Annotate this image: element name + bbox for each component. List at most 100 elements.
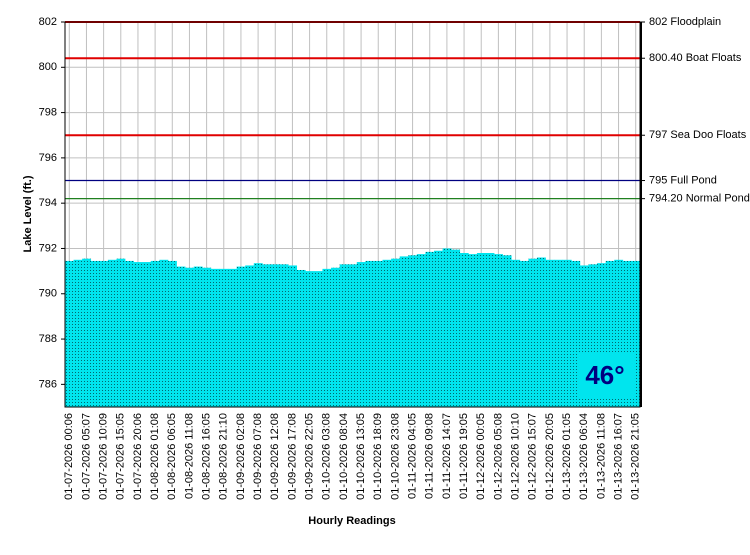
bar [322, 268, 332, 407]
bar [631, 260, 641, 407]
bar [262, 264, 272, 407]
bar [245, 265, 255, 407]
x-tick-label: 01-13-2026 21:05 [630, 413, 642, 500]
bar [116, 258, 126, 407]
bar [219, 268, 229, 407]
bar [107, 259, 117, 407]
x-tick-label: 01-09-2026 17:08 [286, 413, 298, 500]
bar [605, 260, 615, 407]
bar [339, 264, 349, 407]
x-tick-label: 01-07-2026 00:06 [63, 413, 75, 500]
x-tick-label: 01-07-2026 20:06 [132, 413, 144, 500]
bar [579, 265, 589, 407]
y-tick-label: 790 [39, 288, 57, 300]
bar [296, 269, 306, 407]
x-tick-label: 01-07-2026 15:05 [115, 413, 127, 500]
bar [494, 254, 503, 407]
y-tick-label: 794 [39, 197, 57, 209]
bar [313, 271, 323, 407]
bar [519, 260, 529, 407]
bar [451, 249, 461, 407]
bar [502, 255, 512, 407]
bar [202, 267, 212, 407]
x-tick-label: 01-11-2026 14:07 [441, 413, 453, 499]
x-tick-label: 01-11-2026 04:05 [406, 413, 418, 499]
x-tick-label: 01-13-2026 06:04 [578, 413, 590, 500]
x-tick-label: 01-10-2026 23:08 [389, 413, 401, 500]
x-tick-label: 01-10-2026 08:04 [338, 413, 350, 500]
y-tick-label: 786 [39, 378, 57, 390]
bar [82, 258, 92, 407]
bar [270, 264, 280, 407]
bar [356, 262, 366, 407]
x-tick-label: 01-13-2026 01:05 [561, 413, 573, 500]
bar [65, 260, 74, 407]
reference-label: 802 Floodplain [649, 16, 721, 28]
y-tick-label: 798 [39, 106, 57, 118]
bar [416, 254, 426, 407]
x-tick-label: 01-09-2026 07:08 [252, 413, 264, 500]
bar [150, 260, 160, 407]
bar [537, 257, 546, 407]
bar [279, 264, 289, 407]
x-tick-label: 01-08-2026 11:08 [183, 413, 195, 499]
y-tick-label: 792 [39, 242, 57, 254]
y-tick-label: 788 [39, 333, 57, 345]
bar [253, 263, 263, 407]
bar [511, 259, 521, 407]
bar [382, 259, 392, 407]
x-tick-label: 01-12-2026 00:05 [475, 413, 487, 500]
x-tick-label: 01-12-2026 10:10 [509, 413, 521, 500]
bar [167, 260, 177, 407]
bar [159, 259, 169, 407]
bar [571, 260, 581, 407]
bar [442, 248, 452, 407]
x-tick-label: 01-10-2026 03:08 [321, 413, 333, 500]
bar [485, 253, 495, 407]
x-tick-label: 01-07-2026 10:09 [98, 413, 110, 500]
x-tick-label: 01-13-2026 16:07 [612, 413, 624, 500]
bar [391, 258, 401, 407]
bar [373, 260, 383, 407]
bar [133, 262, 143, 407]
bar [399, 256, 409, 407]
reference-label: 795 Full Pond [649, 174, 717, 186]
x-tick-label: 01-13-2026 11:08 [595, 413, 607, 499]
bar [99, 260, 109, 407]
bar [597, 263, 606, 407]
temperature-box [578, 352, 634, 398]
bar [305, 271, 315, 407]
reference-label: 800.40 Boat Floats [649, 52, 742, 64]
x-tick-label: 01-09-2026 22:05 [303, 413, 315, 500]
bar [185, 267, 195, 407]
bar [228, 268, 237, 407]
bar [288, 265, 298, 407]
bar [588, 264, 598, 407]
bar [468, 254, 478, 407]
bar [408, 255, 418, 407]
x-tick-label: 01-08-2026 01:08 [149, 413, 161, 500]
x-tick-label: 01-11-2026 19:05 [458, 413, 470, 499]
x-tick-label: 01-12-2026 20:05 [544, 413, 556, 500]
bar [554, 259, 564, 407]
bar [614, 259, 624, 407]
bar [545, 259, 555, 407]
x-tick-label: 01-08-2026 06:05 [166, 413, 178, 500]
bar [365, 260, 375, 407]
y-tick-label: 802 [39, 16, 57, 28]
x-tick-label: 01-07-2026 05:07 [80, 413, 92, 500]
bar [142, 262, 152, 407]
bar [425, 251, 435, 407]
x-tick-label: 01-11-2026 09:08 [424, 413, 436, 499]
x-tick-label: 01-12-2026 15:07 [527, 413, 539, 500]
bar [434, 250, 443, 407]
bar [459, 253, 469, 407]
temperature: 46° [585, 360, 624, 390]
bar [73, 259, 83, 407]
bar [90, 260, 100, 407]
bar [476, 253, 486, 407]
x-tick-label: 01-10-2026 18:09 [372, 413, 384, 500]
bar [622, 260, 632, 407]
x-tick-label: 01-09-2026 12:08 [269, 413, 281, 500]
